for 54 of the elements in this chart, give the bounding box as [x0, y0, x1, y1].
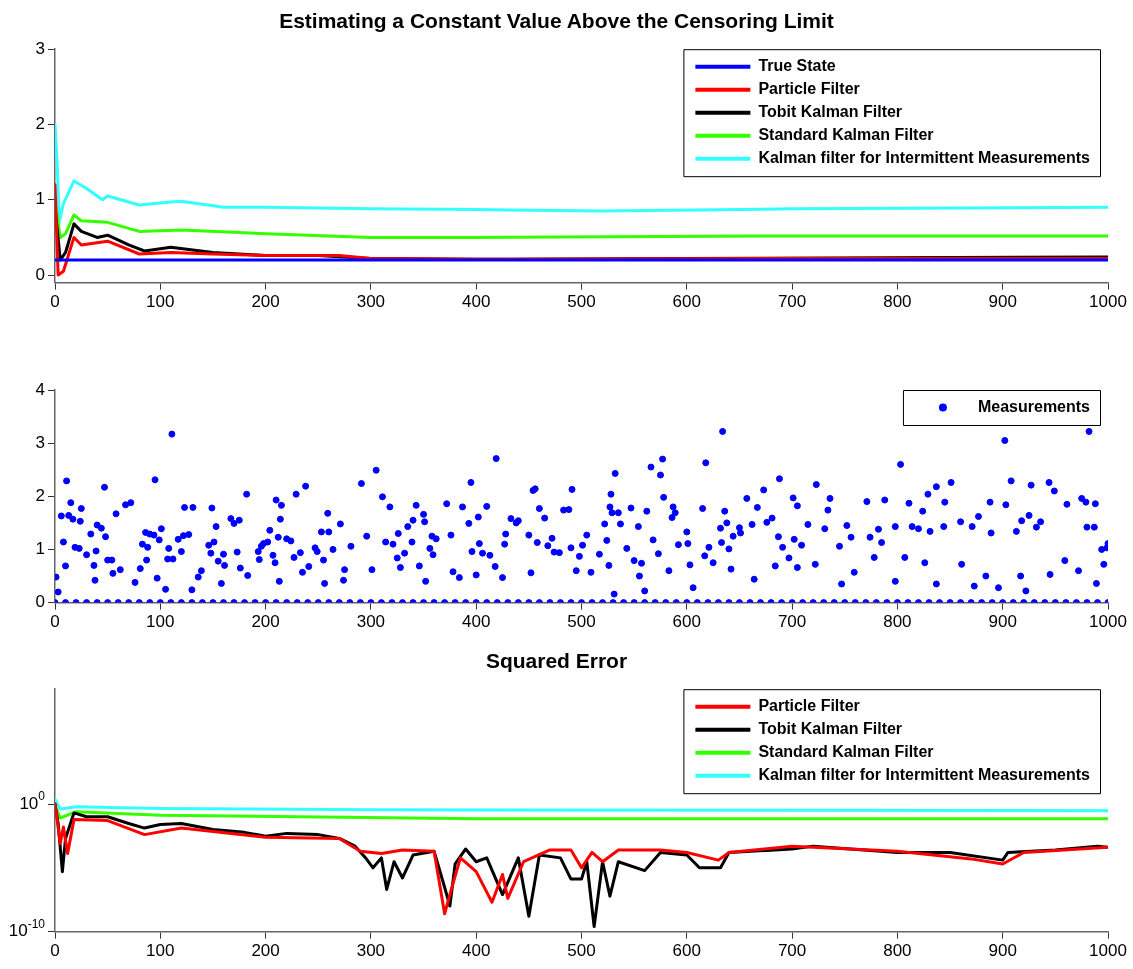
x-tick-label: 1000: [1089, 612, 1127, 632]
y-tick-label: 4: [35, 379, 45, 399]
legend-label: Measurements: [977, 397, 1091, 415]
y-tick-label: 0: [35, 264, 45, 284]
legend-label: Particle Filter: [758, 80, 860, 98]
x-tick-label: 100: [146, 941, 175, 961]
x-tick-label: 400: [462, 612, 491, 632]
chart-title: Estimating a Constant Value Above the Censoring Limit: [279, 9, 834, 33]
x-tick-label: 800: [883, 612, 912, 632]
x-tick-label: 900: [988, 941, 1017, 961]
x-tick-label: 600: [672, 941, 701, 961]
x-tick-label: 300: [356, 612, 386, 632]
y-tick-label: 3: [35, 432, 45, 452]
x-tick-label: 200: [251, 941, 280, 961]
x-tick-label: 800: [883, 292, 912, 312]
x-tick-label: 0: [50, 941, 60, 961]
x-tick-label: 200: [251, 612, 280, 632]
x-tick-label: 200: [251, 292, 280, 312]
x-tick-label: 500: [567, 612, 596, 632]
chart-title: Squared Error: [485, 649, 628, 673]
legend-label: Standard Kalman Filter: [758, 743, 934, 761]
x-tick-label: 0: [50, 612, 60, 632]
x-tick-label: 300: [356, 292, 386, 312]
x-tick-label: 500: [567, 941, 596, 961]
x-tick-label: 700: [777, 292, 807, 312]
y-tick-label: 2: [35, 485, 45, 505]
x-tick-label: 1000: [1089, 292, 1127, 312]
x-tick-label: 1000: [1089, 941, 1127, 961]
x-tick-label: 600: [672, 292, 701, 312]
legend-label: True State: [758, 57, 836, 75]
y-tick-label: 1: [35, 189, 45, 209]
y-tick-label: 1: [35, 539, 45, 559]
x-tick-label: 900: [988, 612, 1017, 632]
x-tick-label: 0: [50, 292, 60, 312]
x-tick-label: 800: [883, 941, 912, 961]
legend-label: Tobit Kalman Filter: [758, 103, 903, 121]
x-tick-label: 300: [356, 941, 386, 961]
x-tick-label: 400: [462, 292, 491, 312]
x-tick-label: 700: [777, 612, 807, 632]
x-tick-label: 100: [146, 292, 175, 312]
x-tick-label: 100: [146, 612, 175, 632]
legend-label: Standard Kalman Filter: [758, 126, 934, 144]
y-tick-label: 2: [35, 114, 45, 134]
y-tick-label: 0: [35, 592, 45, 612]
legend-label: Kalman filter for Intermittent Measurements: [758, 149, 1091, 167]
x-tick-label: 400: [462, 941, 491, 961]
x-tick-label: 700: [777, 941, 807, 961]
legend-label: Particle Filter: [758, 697, 860, 715]
y-tick-label: 3: [35, 38, 45, 58]
legend-label: Tobit Kalman Filter: [758, 720, 903, 738]
legend-label: Kalman filter for Intermittent Measurements: [758, 766, 1091, 784]
x-tick-label: 900: [988, 292, 1017, 312]
x-tick-label: 600: [672, 612, 701, 632]
x-tick-label: 500: [567, 292, 596, 312]
